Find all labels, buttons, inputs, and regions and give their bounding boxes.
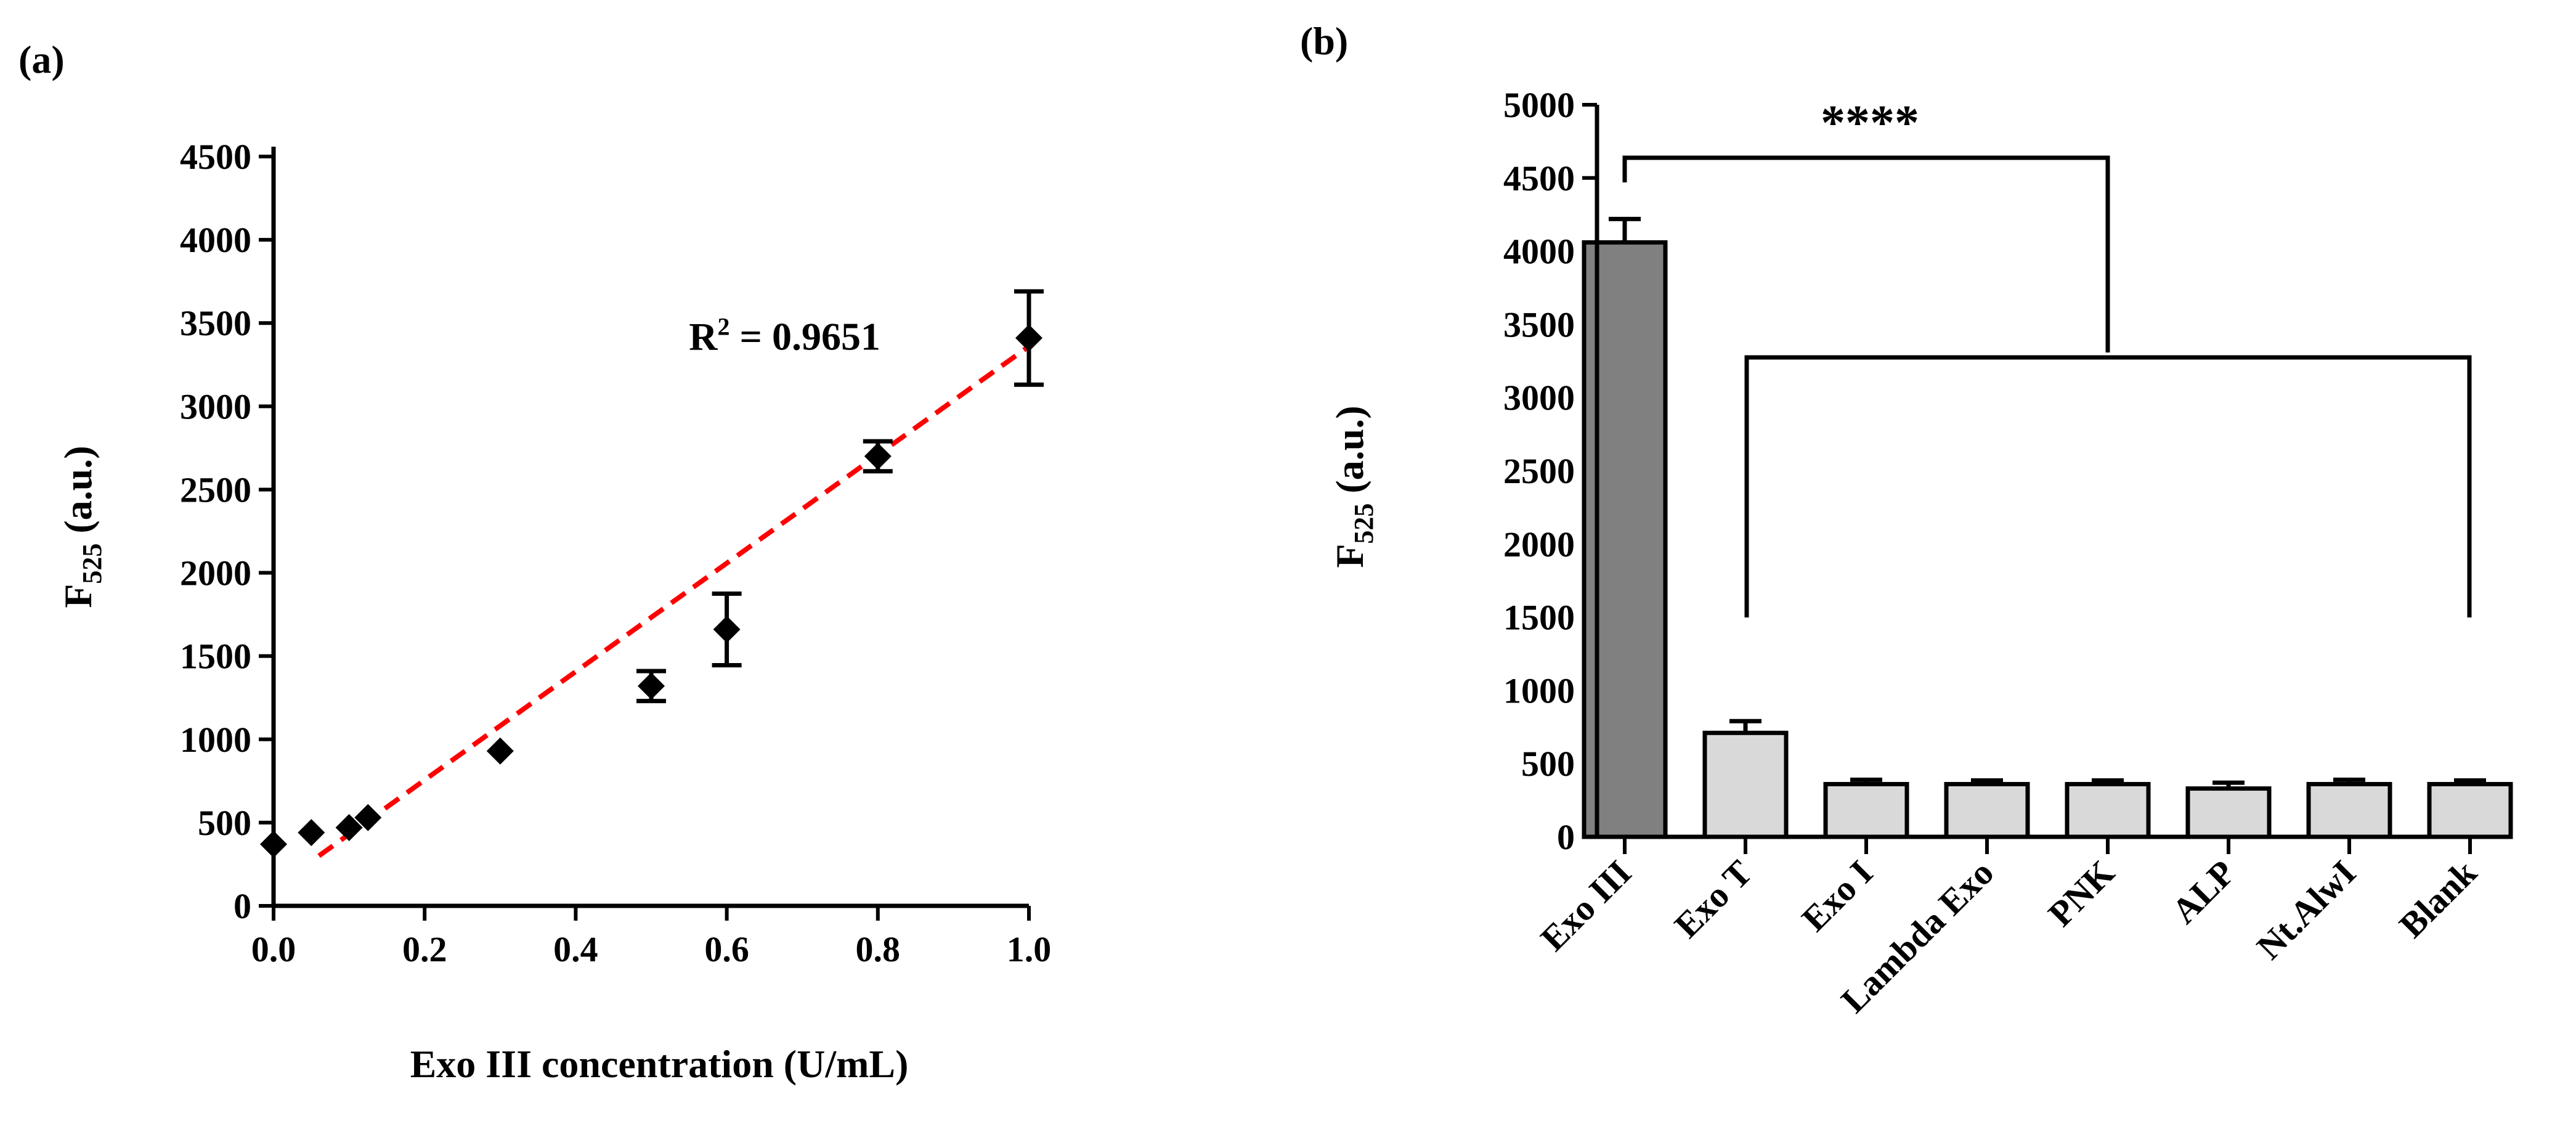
panel-a-y-tick-label: 0 — [234, 886, 251, 926]
panel-b-ylabel-rest: (a.u.) — [1328, 405, 1371, 503]
panel-b-bar — [1702, 730, 1789, 839]
panel-b-y-tick-label: 4000 — [1503, 232, 1575, 272]
panel-a-y-tick-label: 4000 — [180, 220, 251, 260]
panel-b-label: (b) — [1300, 19, 1348, 63]
lower-bracket — [1744, 355, 2472, 617]
panel-a-data-point — [335, 813, 363, 841]
panel-a-x-tick-label: 0.6 — [704, 929, 749, 969]
panel-b-category-label: Blank — [2391, 852, 2484, 945]
panel-b-y-tick-label: 1500 — [1503, 598, 1575, 638]
panel-a-data-point — [864, 442, 892, 470]
panel-b-y-tick-label: 2000 — [1503, 524, 1575, 564]
panel-a-x-tick-label: 0.0 — [251, 929, 296, 969]
panel-a-fit-line — [317, 344, 1031, 858]
panel-a-data-point — [486, 737, 514, 765]
panel-b-bars — [1582, 216, 2513, 839]
panel-b-bar — [2065, 781, 2151, 839]
panel-a-data-points — [260, 289, 1044, 858]
r2-prefix: R — [689, 314, 718, 358]
significance-label: **** — [1821, 96, 1919, 150]
panel-b-category-label: Exo III — [1533, 852, 1639, 958]
panel-a-ylabel-main: F — [56, 584, 100, 608]
panel-b-y-tick-label: 1000 — [1503, 670, 1575, 711]
panel-b-category-label: PNK — [2041, 852, 2123, 934]
panel-a-ylabel-sub: 525 — [77, 544, 107, 584]
top-bracket — [1622, 155, 2110, 352]
panel-b-y-ticks: 0 500 1000 1500 2000 2500 3000 3500 4000 4500 5000 — [1503, 85, 1597, 857]
panel-a-y-tick-label: 3000 — [180, 386, 251, 426]
r2-sup: 2 — [718, 312, 730, 340]
panel-a-label: (a) — [18, 38, 65, 81]
panel-b-bar — [1823, 781, 1909, 839]
panel-a-ylabel-rest: (a.u.) — [56, 446, 100, 543]
panel-a-data-point — [260, 831, 287, 858]
panel-b-y-tick-label: 0 — [1557, 817, 1575, 857]
panel-b-y-axis-label: F525 (a.u.) — [1328, 405, 1379, 568]
panel-a-y-tick-label: 3500 — [180, 303, 251, 343]
panel-a-y-axis-label: F525 (a.u.) — [56, 446, 107, 608]
panel-a-y-tick-label: 500 — [198, 803, 251, 843]
panel-b-category-label: Exo T — [1667, 852, 1760, 945]
panel-b-ylabel-main: F — [1328, 544, 1371, 568]
panel-a-data-point — [713, 616, 741, 643]
panel-b-bar — [2427, 781, 2513, 839]
panel-a-x-tick-label: 0.2 — [402, 929, 447, 969]
panel-b-category-label: Exo I — [1794, 852, 1881, 939]
panel-b-y-tick-label: 5000 — [1503, 85, 1575, 125]
panel-b-y-tick-label: 500 — [1521, 744, 1575, 784]
panel-b-bar — [2185, 786, 2272, 839]
panel-a-data-point — [638, 672, 665, 700]
panel-a-data-point — [354, 804, 382, 831]
panel-b-y-tick-label: 4500 — [1503, 158, 1575, 198]
panel-b-category-label: ALP — [2164, 852, 2243, 931]
panel-a-y-tick-label: 1000 — [180, 720, 251, 760]
panel-a-x-ticks: 0.0 0.2 0.4 0.6 0.8 1.0 — [251, 906, 1052, 969]
panel-b-bar — [1944, 781, 2030, 839]
panel-a-scatter-chart: (a) 0 500 1000 1500 2000 2500 3000 3500 4000 4500… — [18, 38, 1051, 1086]
panel-a-y-tick-label: 1500 — [180, 637, 251, 677]
panel-b-significance-brackets — [1622, 155, 2472, 617]
panel-a-x-tick-label: 0.8 — [856, 929, 901, 969]
panel-a-data-point — [298, 819, 325, 847]
panel-b-y-tick-label: 3500 — [1503, 304, 1575, 344]
panel-a-data-point — [1015, 324, 1042, 352]
panel-b-ylabel-sub: 525 — [1349, 503, 1379, 544]
panel-b-bar-chart: (b) 0 500 1000 1500 2000 2500 3000 3500 4000 4500… — [1300, 19, 2513, 1020]
panel-b-category-label: Nt.AlwI — [2249, 852, 2363, 967]
panel-a-y-tick-label: 2500 — [180, 470, 251, 510]
panel-b-y-tick-label: 3000 — [1503, 378, 1575, 418]
panel-a-x-axis-label: Exo III concentration (U/mL) — [410, 1042, 909, 1086]
panel-a-r2-annotation: R2 = 0.9651 — [689, 312, 880, 358]
panel-a-y-tick-label: 4500 — [180, 137, 251, 177]
panel-a-x-tick-label: 1.0 — [1007, 929, 1052, 969]
r2-suffix: = 0.9651 — [730, 314, 880, 358]
panel-b-bar — [2306, 781, 2392, 839]
panel-a-x-tick-label: 0.4 — [553, 929, 598, 969]
panel-a-y-tick-label: 2000 — [180, 553, 251, 593]
panel-b-y-tick-label: 2500 — [1503, 451, 1575, 491]
panel-a-y-ticks: 0 500 1000 1500 2000 2500 3000 3500 4000 4500 — [180, 137, 274, 926]
